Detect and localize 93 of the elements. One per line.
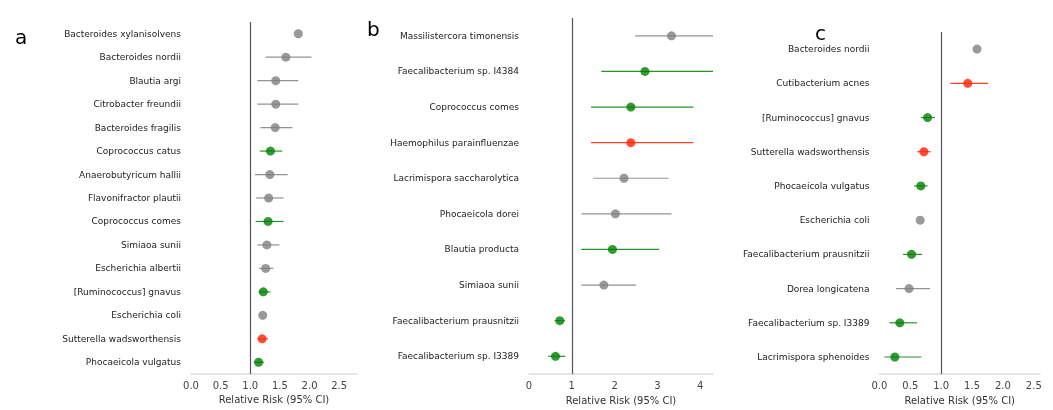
point bbox=[626, 138, 636, 148]
point bbox=[599, 280, 609, 290]
x-tick-label: 1.5 bbox=[964, 379, 981, 391]
y-tick-label: Coprococcus comes bbox=[91, 216, 182, 227]
y-tick-label: Escherichia coli bbox=[111, 310, 181, 321]
x-axis-title: Relative Risk (95% CI) bbox=[565, 394, 677, 406]
point bbox=[254, 357, 264, 367]
point bbox=[916, 181, 926, 191]
point bbox=[904, 284, 914, 294]
y-tick-label: [Ruminococcus] gnavus bbox=[762, 112, 870, 123]
y-tick-label: Coprococcus catus bbox=[96, 146, 182, 157]
point bbox=[607, 244, 617, 254]
y-tick-label: Massilistercora timonensis bbox=[399, 30, 520, 41]
point bbox=[265, 170, 275, 180]
point bbox=[610, 209, 620, 219]
point bbox=[907, 249, 917, 259]
y-tick-label: Citrobacter freundii bbox=[93, 99, 181, 110]
y-tick-label: Faecalibacterium sp. I3389 bbox=[397, 351, 520, 362]
y-tick-label: Phocaeicola dorei bbox=[439, 208, 519, 219]
point bbox=[271, 99, 281, 109]
point bbox=[667, 31, 676, 41]
point bbox=[895, 318, 905, 328]
y-tick-label: Sutterella wadsworthensis bbox=[750, 146, 870, 157]
point bbox=[258, 310, 268, 320]
y-tick-label: Bacteroides nordii bbox=[99, 52, 181, 63]
point bbox=[640, 66, 650, 76]
x-axis-title: Relative Risk (95% CI) bbox=[218, 394, 330, 406]
y-tick-label: Lacrimispora sphenoides bbox=[757, 351, 870, 362]
x-tick-label: 2.0 bbox=[301, 379, 318, 391]
chart-title: b bbox=[367, 17, 380, 41]
y-tick-label: Sutterella wadsworthensis bbox=[62, 333, 182, 344]
x-tick-label: 1.0 bbox=[242, 379, 259, 391]
x-tick-label: 1.0 bbox=[933, 379, 950, 391]
x-tick-label: 1.5 bbox=[271, 379, 288, 391]
point bbox=[915, 215, 925, 225]
y-tick-label: Bacteroides fragilis bbox=[94, 122, 182, 133]
point bbox=[963, 78, 973, 88]
y-tick-label: Cutibacterium acnes bbox=[776, 78, 870, 89]
y-tick-label: [Ruminococcus] gnavus bbox=[73, 286, 182, 297]
y-tick-label: Lacrimispora saccharolytica bbox=[393, 173, 519, 184]
point bbox=[890, 352, 900, 362]
y-tick-label: Coprococcus comes bbox=[429, 102, 520, 113]
y-tick-label: Phocaeicola vulgatus bbox=[85, 357, 182, 368]
x-tick-label: 3 bbox=[654, 379, 661, 391]
y-tick-label: Faecalibacterium prausnitzii bbox=[743, 249, 870, 260]
point bbox=[293, 29, 303, 39]
point bbox=[626, 102, 636, 112]
x-tick-label: 0.5 bbox=[902, 379, 919, 391]
y-tick-label: Anaerobutyricum hallii bbox=[79, 169, 181, 180]
point bbox=[270, 123, 280, 133]
point bbox=[262, 240, 272, 250]
x-tick-label: 0.0 bbox=[183, 379, 199, 391]
point bbox=[261, 263, 271, 273]
point bbox=[264, 193, 274, 203]
y-tick-label: Blautia argi bbox=[129, 75, 181, 86]
x-tick-label: 0.0 bbox=[871, 379, 888, 391]
chart-title: c bbox=[815, 21, 826, 45]
x-tick-label: 2.0 bbox=[994, 379, 1011, 391]
point bbox=[972, 44, 982, 54]
point bbox=[619, 173, 629, 183]
x-tick-label: 2.5 bbox=[331, 379, 348, 391]
y-tick-label: Faecalibacterium prausnitzii bbox=[392, 315, 519, 326]
point bbox=[271, 76, 281, 86]
point bbox=[551, 351, 561, 361]
y-tick-label: Blautia producta bbox=[444, 244, 519, 255]
x-tick-label: 4 bbox=[696, 379, 704, 391]
x-tick-label: 2 bbox=[611, 379, 618, 391]
x-axis-title: Relative Risk (95% CI) bbox=[904, 394, 1016, 406]
y-tick-label: Escherichia coli bbox=[799, 215, 870, 226]
y-tick-label: Dorea longicatena bbox=[786, 283, 870, 294]
point bbox=[555, 316, 565, 326]
y-tick-label: Flavonifractor plautii bbox=[87, 193, 181, 203]
point bbox=[923, 113, 933, 123]
x-tick-label: 1 bbox=[568, 379, 575, 391]
y-tick-label: Faecalibacterium sp. I4384 bbox=[397, 66, 520, 77]
y-tick-label: Faecalibacterium sp. I3389 bbox=[748, 317, 870, 328]
point bbox=[263, 216, 273, 226]
x-tick-label: 0 bbox=[525, 379, 533, 391]
y-tick-label: Haemophilus parainfluenzae bbox=[390, 137, 520, 148]
point bbox=[281, 52, 291, 62]
point bbox=[919, 147, 929, 157]
y-tick-label: Phocaeicola vulgatus bbox=[774, 180, 870, 191]
point bbox=[258, 287, 268, 297]
y-tick-label: Bacteroides xylanisolvens bbox=[64, 28, 182, 39]
y-tick-label: Simiaoa sunii bbox=[121, 239, 181, 250]
point bbox=[265, 146, 275, 156]
x-tick-label: 2.5 bbox=[1025, 379, 1042, 391]
y-tick-label: Simiaoa sunii bbox=[459, 280, 519, 291]
y-tick-label: Bacteroides nordii bbox=[787, 44, 870, 55]
x-tick-label: 0.5 bbox=[212, 379, 229, 391]
text: a bbox=[15, 25, 28, 49]
y-tick-label: Escherichia albertii bbox=[95, 263, 181, 274]
point bbox=[257, 334, 267, 344]
